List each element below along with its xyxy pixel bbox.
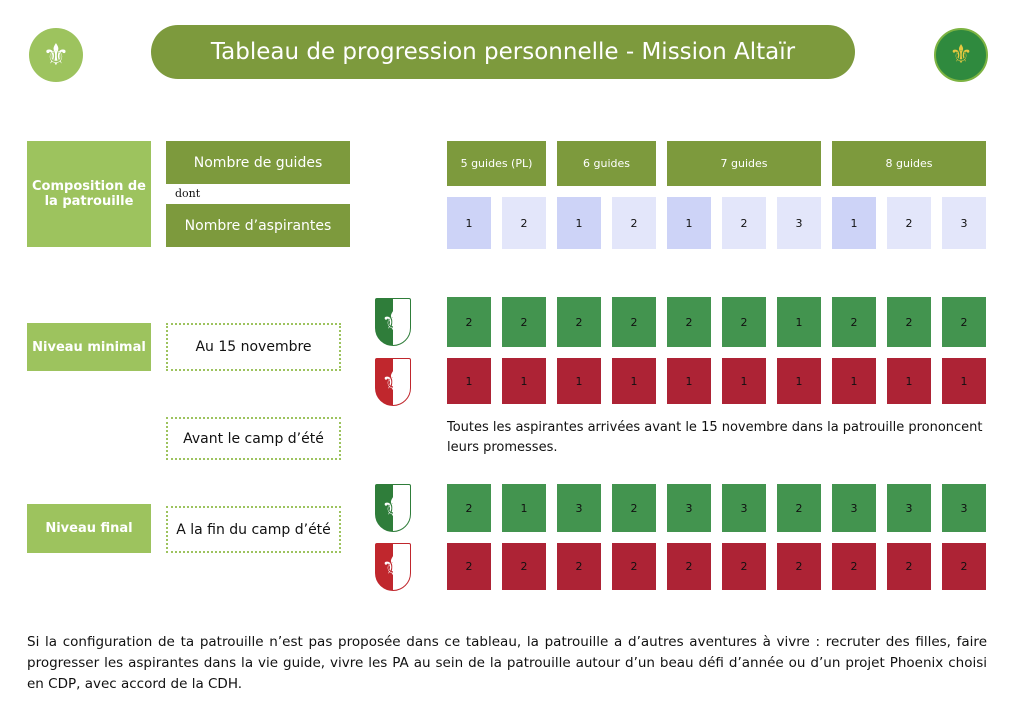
red-shield-icon: ⚜ xyxy=(375,358,411,406)
final-green-cell: 1 xyxy=(502,484,546,532)
avant-camp-label: Avant le camp d’été xyxy=(166,417,341,460)
final-green-cell: 3 xyxy=(722,484,766,532)
final-green-cell: 2 xyxy=(447,484,491,532)
minimal-red-cell: 1 xyxy=(612,358,656,404)
minimal-green-cell: 2 xyxy=(447,297,491,347)
minimal-red-cell: 1 xyxy=(502,358,546,404)
minimal-red-cell: 1 xyxy=(887,358,931,404)
aspirantes-cell: 3 xyxy=(777,197,821,249)
minimal-red-cell: 1 xyxy=(942,358,986,404)
minimal-green-cell: 2 xyxy=(502,297,546,347)
final-date: A la fin du camp d’été xyxy=(166,506,341,553)
minimal-green-cell: 2 xyxy=(612,297,656,347)
minimal-red-cell: 1 xyxy=(667,358,711,404)
aspirantes-cell: 3 xyxy=(942,197,986,249)
mission-altair-logo: ⚜ xyxy=(934,28,988,82)
minimal-green-cell: 2 xyxy=(887,297,931,347)
minimal-green-cell: 2 xyxy=(557,297,601,347)
aspirantes-cell: 1 xyxy=(447,197,491,249)
final-red-cell: 2 xyxy=(502,543,546,590)
green-shield-icon: ⚜ xyxy=(375,484,411,532)
minimal-green-cell: 2 xyxy=(722,297,766,347)
niveau-final-label: Niveau final xyxy=(27,504,151,553)
aspirantes-cell: 2 xyxy=(502,197,546,249)
final-red-cell: 2 xyxy=(942,543,986,590)
final-green-cell: 3 xyxy=(667,484,711,532)
final-red-cell: 2 xyxy=(447,543,491,590)
aspirantes-cell: 1 xyxy=(557,197,601,249)
fleur-de-lis-logo: ⚜ xyxy=(29,28,83,82)
niveau-minimal-label: Niveau minimal xyxy=(27,323,151,371)
minimal-green-cell: 1 xyxy=(777,297,821,347)
minimal-red-cell: 1 xyxy=(447,358,491,404)
aspirantes-cell: 2 xyxy=(612,197,656,249)
minimal-red-cell: 1 xyxy=(722,358,766,404)
minimal-green-cell: 2 xyxy=(832,297,876,347)
final-red-cell: 2 xyxy=(832,543,876,590)
footer-note: Si la configuration de ta patrouille n’e… xyxy=(27,634,987,692)
aspirantes-cell: 2 xyxy=(722,197,766,249)
final-red-cell: 2 xyxy=(612,543,656,590)
red-shield-icon: ⚜ xyxy=(375,543,411,591)
minimal-green-cell: 2 xyxy=(667,297,711,347)
dont-label: dont xyxy=(175,187,201,200)
final-red-cell: 2 xyxy=(667,543,711,590)
final-green-cell: 2 xyxy=(612,484,656,532)
page-title: Tableau de progression personnelle - Mis… xyxy=(151,25,855,79)
guides-label: Nombre de guides xyxy=(166,141,350,184)
final-red-cell: 2 xyxy=(887,543,931,590)
aspirantes-cell: 1 xyxy=(667,197,711,249)
minimal-date: Au 15 novembre xyxy=(166,323,341,371)
aspirantes-cell: 1 xyxy=(832,197,876,249)
green-shield-icon: ⚜ xyxy=(375,298,411,346)
aspirantes-label: Nombre d’aspirantes xyxy=(166,204,350,247)
final-green-cell: 3 xyxy=(887,484,931,532)
group-header-7: 7 guides xyxy=(667,141,821,186)
group-header-8: 8 guides xyxy=(832,141,986,186)
final-green-cell: 2 xyxy=(777,484,821,532)
aspirantes-cell: 2 xyxy=(887,197,931,249)
final-red-cell: 2 xyxy=(722,543,766,590)
minimal-red-cell: 1 xyxy=(832,358,876,404)
final-red-cell: 2 xyxy=(557,543,601,590)
minimal-green-cell: 2 xyxy=(942,297,986,347)
final-green-cell: 3 xyxy=(557,484,601,532)
group-header-6: 6 guides xyxy=(557,141,656,186)
minimal-red-cell: 1 xyxy=(777,358,821,404)
minimal-red-cell: 1 xyxy=(557,358,601,404)
final-red-cell: 2 xyxy=(777,543,821,590)
final-green-cell: 3 xyxy=(942,484,986,532)
group-header-5: 5 guides (PL) xyxy=(447,141,546,186)
promesses-note: Toutes les aspirantes arrivées avant le … xyxy=(447,420,983,455)
composition-label: Composition de la patrouille xyxy=(27,141,151,247)
final-green-cell: 3 xyxy=(832,484,876,532)
